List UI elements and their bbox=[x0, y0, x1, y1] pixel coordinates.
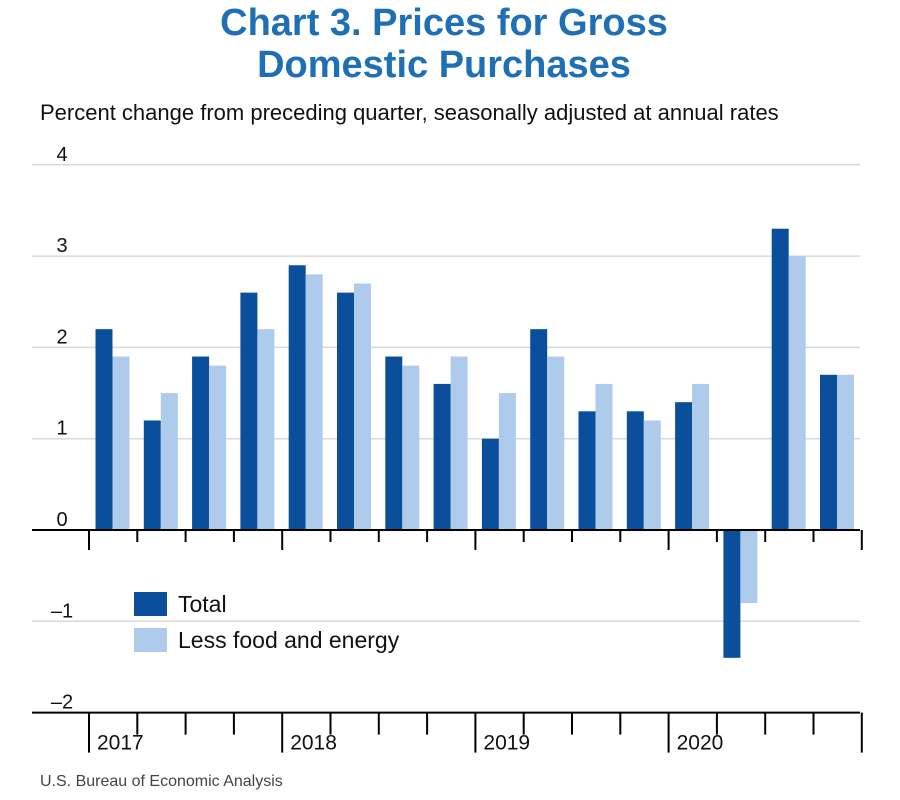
bar-less-food-energy bbox=[498, 393, 516, 530]
bar-total bbox=[530, 329, 548, 530]
year-label: 2019 bbox=[483, 732, 530, 755]
y-tick-label: –1 bbox=[51, 600, 73, 622]
bar-less-food-energy bbox=[354, 283, 371, 530]
y-tick-label: –2 bbox=[51, 692, 73, 714]
legend-swatch-less-food-energy bbox=[134, 628, 167, 652]
bar-less-food-energy bbox=[547, 356, 565, 530]
bar-less-food-energy bbox=[450, 356, 468, 530]
bar-total bbox=[820, 374, 837, 530]
legend-label-less-food-energy: Less food and energy bbox=[178, 627, 400, 653]
bar-total bbox=[675, 402, 693, 530]
bar-total bbox=[771, 228, 789, 530]
legend-swatch-total bbox=[134, 592, 167, 616]
chart-subtitle: Percent change from preceding quarter, s… bbox=[40, 100, 779, 125]
bar-total bbox=[240, 292, 258, 530]
bar-less-food-energy bbox=[305, 274, 323, 530]
year-label: 2017 bbox=[97, 732, 144, 755]
year-label: 2020 bbox=[677, 732, 724, 755]
y-tick-label: 1 bbox=[56, 418, 67, 440]
bar-total bbox=[337, 292, 354, 530]
y-tick-label: 4 bbox=[56, 144, 67, 166]
bar-total bbox=[288, 265, 306, 530]
legend-label-total: Total bbox=[178, 591, 227, 617]
bar-total bbox=[433, 383, 451, 530]
y-tick-label: 2 bbox=[56, 326, 67, 348]
bar-less-food-energy bbox=[257, 329, 275, 530]
year-label: 2018 bbox=[290, 732, 337, 755]
bar-less-food-energy bbox=[692, 383, 710, 530]
y-tick-label: 3 bbox=[56, 235, 67, 257]
bar-total bbox=[95, 329, 113, 530]
bar-less-food-energy bbox=[209, 365, 227, 530]
y-tick-label: 0 bbox=[56, 509, 67, 531]
bar-total bbox=[143, 420, 161, 530]
bar-less-food-energy bbox=[160, 393, 178, 530]
chart-title-line-2: Domestic Purchases bbox=[257, 44, 631, 86]
bar-less-food-energy bbox=[837, 374, 854, 530]
chart-title: Chart 3. Prices for Gross Domestic Purch… bbox=[0, 2, 888, 86]
bar-less-food-energy bbox=[402, 365, 420, 530]
bar-less-food-energy bbox=[643, 420, 661, 530]
bar-total bbox=[192, 356, 210, 530]
bar-total bbox=[626, 411, 644, 530]
bar-less-food-energy bbox=[595, 383, 613, 530]
bar-less-food-energy bbox=[740, 530, 758, 604]
bar-less-food-energy bbox=[788, 256, 806, 530]
bar-total bbox=[481, 438, 499, 530]
chart-title-line-1: Chart 3. Prices for Gross bbox=[220, 2, 668, 44]
bar-less-food-energy bbox=[112, 356, 130, 530]
source-note: U.S. Bureau of Economic Analysis bbox=[40, 773, 283, 790]
bar-total bbox=[723, 530, 741, 658]
bar-total bbox=[385, 356, 403, 530]
bar-total bbox=[578, 411, 596, 530]
